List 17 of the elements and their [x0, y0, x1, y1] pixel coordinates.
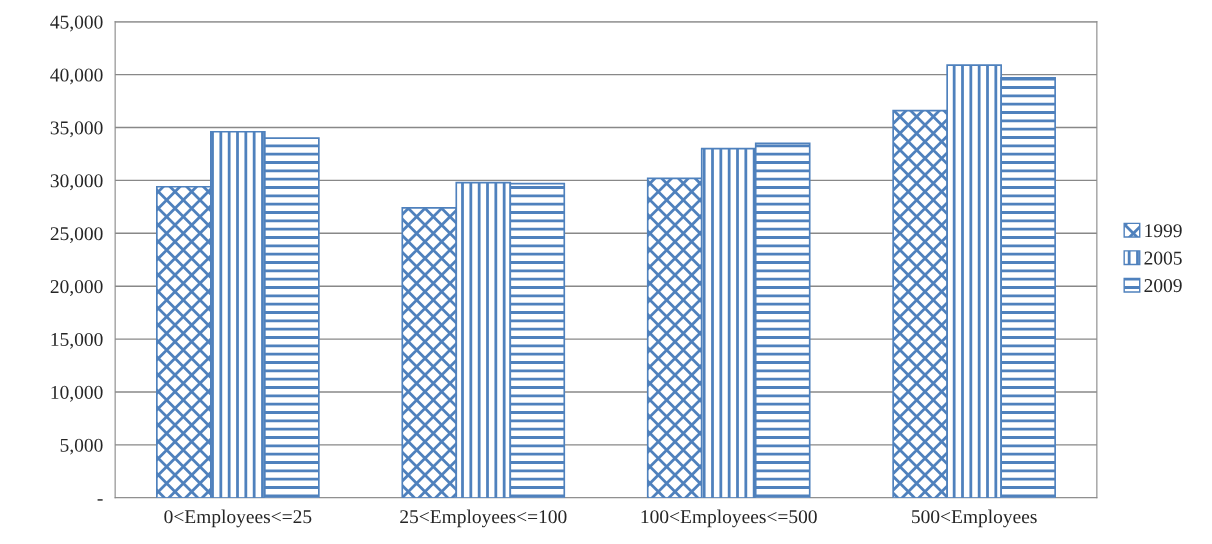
y-tick-label: 40,000	[50, 68, 103, 85]
x-tick-label: 100<Employees<=500	[641, 509, 817, 528]
legend-label: 1999	[1145, 224, 1182, 238]
x-tick-label: 500<Employees	[912, 509, 1037, 528]
y-tick-label: 15,000	[51, 332, 103, 349]
legend-label: 2005	[1144, 251, 1182, 265]
y-tick-label: 5,000	[60, 438, 103, 455]
x-tick-label: 25<Employees<=100	[400, 509, 567, 528]
y-tick-label: 10,000	[51, 385, 103, 402]
y-tick-label: 30,000	[50, 174, 103, 191]
x-tick-label: 0<Employees<=25	[164, 509, 312, 528]
legend-label: 2009	[1144, 279, 1182, 293]
y-tick-label: -	[97, 499, 103, 501]
y-tick-label: 25,000	[50, 227, 103, 244]
y-tick-label: 45,000	[50, 15, 103, 32]
y-tick-label: 20,000	[50, 280, 103, 296]
y-tick-label: 35,000	[50, 121, 103, 138]
